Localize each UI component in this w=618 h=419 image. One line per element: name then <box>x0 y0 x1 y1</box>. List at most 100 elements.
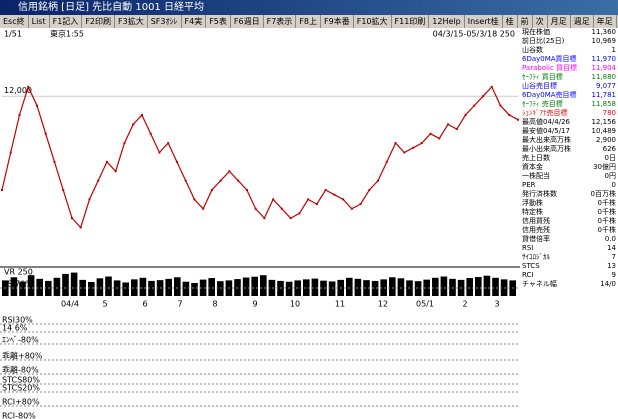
info-label: 6Day0MA売目標 <box>522 91 577 99</box>
toolbar-button[interactable]: F3拡大 <box>115 15 148 28</box>
price-point <box>307 198 310 201</box>
price-point <box>333 193 336 196</box>
info-value: 10,969 <box>591 37 617 45</box>
toolbar-button[interactable]: F5表 <box>206 15 231 28</box>
toolbar-button[interactable]: F11印刷 <box>392 15 430 28</box>
toolbar-button[interactable]: 年足 <box>594 15 617 28</box>
info-value: 11,970 <box>591 55 617 63</box>
info-row: ｻｲｺﾛｼﾞｶﾙ 7 <box>520 253 618 262</box>
info-value: 9,077 <box>595 82 616 90</box>
volume-bar <box>242 277 250 296</box>
toolbar-button[interactable]: 12Help <box>429 15 465 28</box>
info-label: 山谷数 <box>522 46 543 54</box>
info-value: 2,900 <box>595 136 616 144</box>
price-point <box>202 207 205 210</box>
chart-code: 東京1:55 <box>50 29 84 39</box>
info-value: 1 <box>611 46 616 54</box>
toolbar-button[interactable]: F2印刷 <box>82 15 116 28</box>
price-point <box>447 123 450 126</box>
toolbar-button[interactable]: SF3ｵｼﾚ <box>148 15 182 28</box>
price-point <box>280 207 283 210</box>
volume-bar <box>27 275 35 296</box>
toolbar-button[interactable]: F9本番 <box>321 15 354 28</box>
info-value: 14 <box>607 244 616 252</box>
indicator-label: RCI+80% <box>2 398 40 407</box>
x-label: 11 <box>335 300 345 309</box>
toolbar-button[interactable]: List <box>29 15 50 28</box>
info-label: 信用買残 <box>522 217 550 225</box>
toolbar-button[interactable]: Esc終 <box>0 15 29 28</box>
indicator-label: RSI30% <box>2 316 33 325</box>
volume-bar <box>19 281 26 296</box>
price-point <box>245 189 248 191</box>
info-value: 0 <box>611 181 616 189</box>
info-value: 7 <box>611 253 616 261</box>
info-value: 0千株 <box>597 226 616 234</box>
price-point <box>429 132 432 135</box>
price-point <box>324 189 327 191</box>
toolbar-button[interactable]: 次 <box>533 15 548 28</box>
toolbar-button[interactable]: F7表示 <box>264 15 297 28</box>
info-row: 6Day0MA売目標 11,781 <box>520 91 618 100</box>
volume-bar <box>62 273 69 296</box>
volume-bar <box>285 281 293 296</box>
price-point <box>105 160 108 163</box>
toolbar-button[interactable]: Insert桂 <box>465 15 503 28</box>
info-row: PER 0 <box>520 181 618 190</box>
info-row: チャネル幅 14/0 <box>520 280 618 289</box>
toolbar-button[interactable]: F1記入 <box>50 15 83 28</box>
title-bar: 信用銘柄 [日足] 先比自動 1001 日経平均 <box>0 0 618 15</box>
info-label: 資本金 <box>522 163 543 171</box>
info-label: 一株配当 <box>522 172 550 180</box>
toolbar: Esc終 List F1記入 F2印刷 F3拡大 SF3ｵｼﾚ F4実 F5表 F6週日 F7表示… <box>0 15 618 28</box>
volume-bar <box>10 277 18 296</box>
x-label: 04/4 <box>61 300 79 309</box>
toolbar-button[interactable]: F10拡大 <box>354 15 392 28</box>
info-row: 最安値04/5/17 10,489 <box>520 127 618 136</box>
price-point <box>473 104 476 107</box>
info-label: RSI <box>522 244 534 252</box>
info-label: 最大出来高万株 <box>522 136 571 144</box>
price-point <box>394 142 397 145</box>
price-point <box>184 179 187 182</box>
volume-bar <box>466 278 473 296</box>
price-point <box>175 160 178 163</box>
price-point <box>508 114 511 116</box>
info-value: 12,156 <box>591 118 617 126</box>
volume-bar <box>79 279 86 296</box>
toolbar-button[interactable]: F6週日 <box>231 15 264 28</box>
price-point <box>438 137 441 140</box>
price-point <box>385 160 388 163</box>
x-label: 5 <box>102 300 107 309</box>
price-point <box>237 179 240 182</box>
price-point <box>1 189 3 191</box>
toolbar-button[interactable]: 前 <box>518 15 533 28</box>
toolbar-button[interactable]: F4実 <box>182 15 207 28</box>
volume-bar <box>105 276 112 296</box>
toolbar-button[interactable]: F8上 <box>296 15 322 28</box>
info-row: 6Day0MA買目標 11,970 <box>520 55 618 64</box>
info-row: 信用売残 0千株 <box>520 226 618 235</box>
volume-bar <box>174 277 181 296</box>
volume-bar <box>371 280 379 296</box>
volume-bar <box>483 275 491 296</box>
volume-bar <box>182 281 190 296</box>
indicator-label: STCS80% <box>2 376 40 385</box>
info-label: 山谷売目標 <box>522 82 557 90</box>
price-point <box>79 226 82 229</box>
toolbar-button[interactable]: 週足 <box>571 15 594 28</box>
volume-bar <box>96 278 104 296</box>
price-point <box>88 198 91 201</box>
volume-bar <box>440 276 448 296</box>
price-point <box>359 203 362 206</box>
info-label: 発行済株数 <box>522 190 557 198</box>
info-value: 0百万株 <box>590 190 616 198</box>
toolbar-button[interactable]: 桂 <box>503 15 518 28</box>
volume-bar <box>260 275 267 296</box>
info-label: ｾｰﾌﾃｨ 買目標 <box>522 73 563 81</box>
price-point <box>377 179 380 182</box>
toolbar-button[interactable]: 月足 <box>548 15 571 28</box>
price-point <box>315 203 318 206</box>
indicator-label: RCI-80% <box>2 412 36 419</box>
